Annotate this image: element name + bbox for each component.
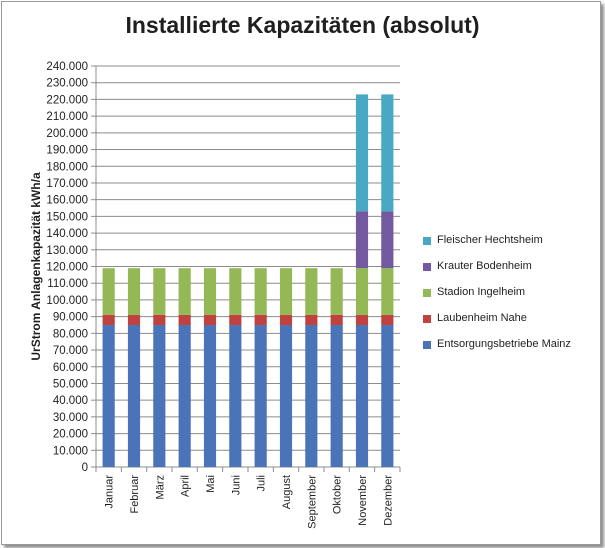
bar-segment — [355, 314, 369, 325]
bar-segment — [381, 94, 394, 212]
y-tick-label: 0 — [82, 462, 88, 474]
y-tick-label: 110.000 — [47, 278, 88, 290]
bar-segment — [381, 268, 394, 315]
bar-segment — [254, 324, 267, 467]
bar-segment — [153, 324, 166, 467]
x-tick-label: Juni — [230, 475, 242, 495]
y-tick-label: 240.000 — [46, 61, 88, 73]
legend-label: Laubenheim Nahe — [437, 312, 527, 324]
bar-segment — [305, 314, 318, 325]
bar-segment — [203, 324, 217, 467]
bar-segment — [355, 324, 369, 467]
bar-segment — [279, 314, 293, 325]
y-tick-label: 80.000 — [53, 328, 88, 340]
y-tick-label: 150.000 — [46, 211, 88, 223]
y-tick-label: 200.000 — [46, 128, 88, 140]
bar-segment — [305, 268, 318, 315]
bar-segment — [229, 314, 242, 325]
y-tick-label: 20.000 — [53, 429, 88, 441]
x-tick-label: Oktober — [332, 475, 344, 514]
legend-swatch — [423, 341, 431, 349]
bar-segment — [381, 324, 394, 467]
y-tick-label: 220.000 — [46, 94, 88, 106]
chart-legend: Fleischer Hechtsheim Krauter Bodenheim Sta… — [423, 234, 603, 365]
bar-segment — [355, 94, 369, 212]
legend-item: Krauter Bodenheim — [423, 260, 603, 287]
legend-swatch — [423, 237, 431, 245]
bar-segment — [330, 324, 343, 467]
legend-item: Entsorgungsbetriebe Mainz — [423, 338, 603, 365]
bar-segment — [229, 324, 242, 467]
bar-segment — [203, 314, 217, 325]
bar-segment — [178, 324, 191, 467]
y-tick-label: 70.000 — [53, 345, 88, 357]
legend-swatch — [423, 263, 431, 271]
y-tick-label: 90.000 — [53, 312, 88, 324]
bar-segment — [305, 324, 318, 467]
bar-segment — [229, 268, 242, 315]
y-tick-label: 100.000 — [46, 295, 88, 307]
bar-segment — [254, 314, 267, 325]
x-tick-label: Februar — [129, 475, 141, 514]
bar-segment — [330, 268, 343, 315]
legend-swatch — [423, 315, 431, 323]
x-tick-label: März — [154, 475, 166, 499]
bar-segment — [127, 324, 141, 467]
bar-segment — [153, 268, 166, 315]
y-tick-label: 230.000 — [46, 78, 88, 90]
x-tick-label: November — [357, 475, 369, 526]
x-tick-label: Mai — [205, 475, 217, 493]
bar-segment — [102, 324, 115, 467]
bar-segment — [355, 268, 369, 315]
y-tick-label: 190.000 — [46, 145, 88, 157]
bar-segment — [127, 314, 141, 325]
legend-item: Laubenheim Nahe — [423, 312, 603, 339]
legend-swatch — [423, 289, 431, 297]
x-tick-label: Januar — [104, 475, 116, 509]
bar-segment — [178, 314, 191, 325]
y-tick-label: 140.000 — [46, 228, 88, 240]
bar-segment — [153, 314, 166, 325]
legend-item: Stadion Ingelheim — [423, 286, 603, 313]
bar-segment — [178, 268, 191, 315]
y-tick-label: 60.000 — [53, 362, 88, 374]
legend-item: Fleischer Hechtsheim — [423, 234, 603, 261]
y-tick-label: 120.000 — [46, 262, 88, 274]
bar-segment — [254, 268, 267, 315]
x-tick-label: April — [180, 475, 192, 497]
bar-segment — [355, 211, 369, 269]
y-tick-label: 170.000 — [46, 178, 88, 190]
bar-segment — [330, 314, 343, 325]
y-tick-label: 10.000 — [53, 445, 88, 457]
y-axis-title: UrStrom Anlagenkapazität kWh/a — [29, 172, 43, 361]
bar-segment — [381, 314, 394, 325]
y-tick-label: 50.000 — [53, 378, 88, 390]
legend-label: Fleischer Hechtsheim — [437, 234, 543, 246]
y-tick-label: 210.000 — [46, 111, 88, 123]
bar-segment — [279, 268, 293, 315]
x-tick-label: September — [306, 475, 318, 529]
x-tick-label: August — [281, 475, 293, 509]
bar-segment — [102, 268, 115, 315]
bar-segment — [102, 314, 115, 325]
bar-segment — [381, 211, 394, 269]
bar-segment — [127, 268, 141, 315]
legend-label: Entsorgungsbetriebe Mainz — [437, 338, 571, 350]
chart-title: Installierte Kapazitäten (absolut) — [125, 12, 480, 38]
bar-segment — [203, 268, 217, 315]
y-tick-label: 160.000 — [46, 195, 88, 207]
legend-label: Krauter Bodenheim — [437, 260, 532, 272]
y-tick-label: 180.000 — [46, 161, 88, 173]
legend-label: Stadion Ingelheim — [437, 286, 526, 298]
x-tick-label: Juli — [256, 475, 268, 492]
bar-segment — [279, 324, 293, 467]
y-tick-label: 30.000 — [53, 412, 88, 424]
x-tick-label: Dezember — [382, 475, 394, 526]
y-tick-label: 40.000 — [53, 395, 88, 407]
y-tick-label: 130.000 — [46, 245, 88, 257]
